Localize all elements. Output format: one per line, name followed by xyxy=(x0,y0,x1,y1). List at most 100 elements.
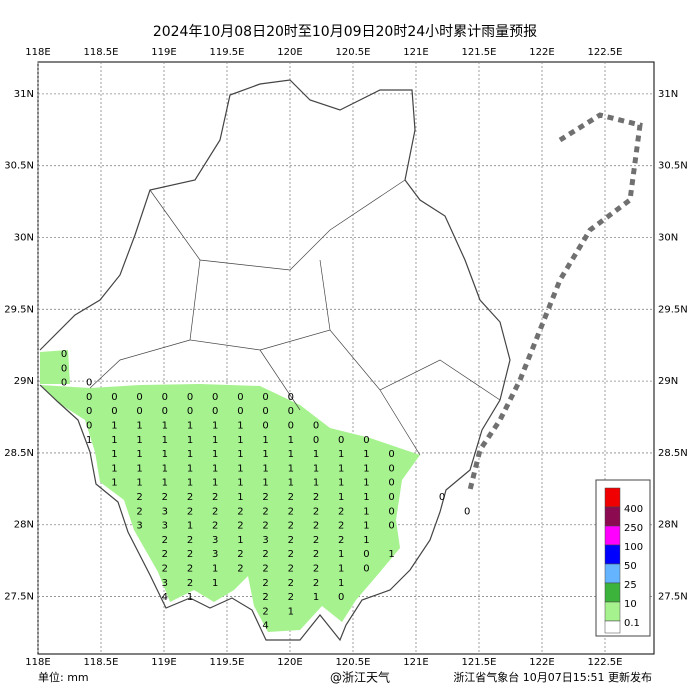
station-value: 1 xyxy=(212,449,218,460)
station-value: 0 xyxy=(86,421,92,432)
station-value: 1 xyxy=(338,492,344,503)
y-tick-label-right: 31N xyxy=(658,89,678,100)
station-value: 0 xyxy=(363,564,369,575)
station-value: 0 xyxy=(363,549,369,560)
y-tick-label-left: 31N xyxy=(14,89,34,100)
legend-swatch xyxy=(604,487,621,508)
station-value: 0 xyxy=(86,392,92,403)
x-tick-label-bottom: 122.5E xyxy=(588,657,623,668)
station-value: 1 xyxy=(237,535,243,546)
station-value: 1 xyxy=(237,449,243,460)
station-value: 1 xyxy=(111,463,117,474)
station-value: 3 xyxy=(212,549,218,560)
station-value: 2 xyxy=(237,564,243,575)
y-tick-label-right: 27.5N xyxy=(658,592,688,603)
station-value: 2 xyxy=(313,492,319,503)
station-value: 2 xyxy=(288,521,294,532)
station-value: 2 xyxy=(212,492,218,503)
station-value: 0 xyxy=(313,435,319,446)
station-value: 0 xyxy=(187,392,193,403)
station-value: 1 xyxy=(237,435,243,446)
station-value: 2 xyxy=(262,549,268,560)
station-value: 1 xyxy=(162,449,168,460)
station-value: 2 xyxy=(313,506,319,517)
station-value: 2 xyxy=(162,549,168,560)
x-tick-label-bottom: 120.5E xyxy=(336,657,371,668)
station-value: 1 xyxy=(111,478,117,489)
station-value: 1 xyxy=(313,463,319,474)
station-value: 0 xyxy=(313,421,319,432)
y-tick-label-left: 29N xyxy=(14,376,34,387)
station-value: 2 xyxy=(262,506,268,517)
x-tick-label-bottom: 122E xyxy=(529,657,554,668)
legend-swatch xyxy=(604,506,621,527)
station-value: 0 xyxy=(162,406,168,417)
station-value: 1 xyxy=(288,435,294,446)
title: 2024年10月08日20时至10月09日20时24小时累计雨量预报 xyxy=(153,24,537,40)
station-value: 0 xyxy=(388,478,394,489)
station-value: 0 xyxy=(237,406,243,417)
station-value: 1 xyxy=(162,421,168,432)
station-value: 1 xyxy=(212,564,218,575)
x-tick-label-bottom: 118E xyxy=(25,657,50,668)
station-value: 0 xyxy=(237,392,243,403)
station-value: 0 xyxy=(338,435,344,446)
station-value: 1 xyxy=(187,435,193,446)
station-value: 0 xyxy=(187,406,193,417)
station-value: 2 xyxy=(262,606,268,617)
station-value: 0 xyxy=(288,421,294,432)
y-tick-label-left: 30.5N xyxy=(4,161,34,172)
station-value: 2 xyxy=(212,506,218,517)
station-value: 1 xyxy=(136,478,142,489)
x-tick-label-bottom: 118.5E xyxy=(84,657,119,668)
legend-swatch xyxy=(604,601,621,622)
legend-swatch xyxy=(604,525,621,546)
station-value: 1 xyxy=(288,463,294,474)
station-value: 1 xyxy=(338,564,344,575)
station-value: 1 xyxy=(187,521,193,532)
station-value: 0 xyxy=(111,406,117,417)
legend-label: 50 xyxy=(624,561,637,572)
y-tick-label-right: 30N xyxy=(658,233,678,244)
y-tick-label-right: 30.5N xyxy=(658,161,688,172)
station-value: 0 xyxy=(388,449,394,460)
x-tick-label-bottom: 121E xyxy=(403,657,428,668)
rain-area xyxy=(40,350,420,632)
station-value: 2 xyxy=(162,535,168,546)
x-tick-label-top: 120E xyxy=(277,47,302,58)
station-value: 0 xyxy=(262,421,268,432)
station-value: 1 xyxy=(338,578,344,589)
station-value: 1 xyxy=(363,492,369,503)
station-value: 1 xyxy=(162,435,168,446)
station-value: 0 xyxy=(111,392,117,403)
legend-swatch-empty xyxy=(604,620,621,634)
station-value: 1 xyxy=(187,449,193,460)
station-value: 2 xyxy=(313,521,319,532)
station-value: 2 xyxy=(187,535,193,546)
station-value: 1 xyxy=(187,478,193,489)
station-value: 2 xyxy=(338,535,344,546)
station-value: 1 xyxy=(288,478,294,489)
y-tick-label-left: 29.5N xyxy=(4,304,34,315)
station-value: 0 xyxy=(388,463,394,474)
station-value: 2 xyxy=(136,492,142,503)
station-value: 1 xyxy=(187,421,193,432)
station-value: 1 xyxy=(363,463,369,474)
station-value: 1 xyxy=(338,463,344,474)
station-value: 1 xyxy=(86,435,92,446)
station-value: 2 xyxy=(262,564,268,575)
station-value: 4 xyxy=(162,592,168,603)
x-tick-label-bottom: 119E xyxy=(151,657,176,668)
station-value: 1 xyxy=(212,578,218,589)
station-value: 2 xyxy=(237,521,243,532)
x-tick-label-top: 118.5E xyxy=(84,47,119,58)
station-value: 1 xyxy=(212,421,218,432)
watermark: @浙江天气 xyxy=(330,670,390,685)
city-borders xyxy=(89,179,501,456)
station-value: 1 xyxy=(162,478,168,489)
y-tick-label-right: 29N xyxy=(658,376,678,387)
station-value: 0 xyxy=(388,506,394,517)
station-value: 1 xyxy=(136,449,142,460)
station-value: 0 xyxy=(162,392,168,403)
y-tick-label-left: 30N xyxy=(14,233,34,244)
